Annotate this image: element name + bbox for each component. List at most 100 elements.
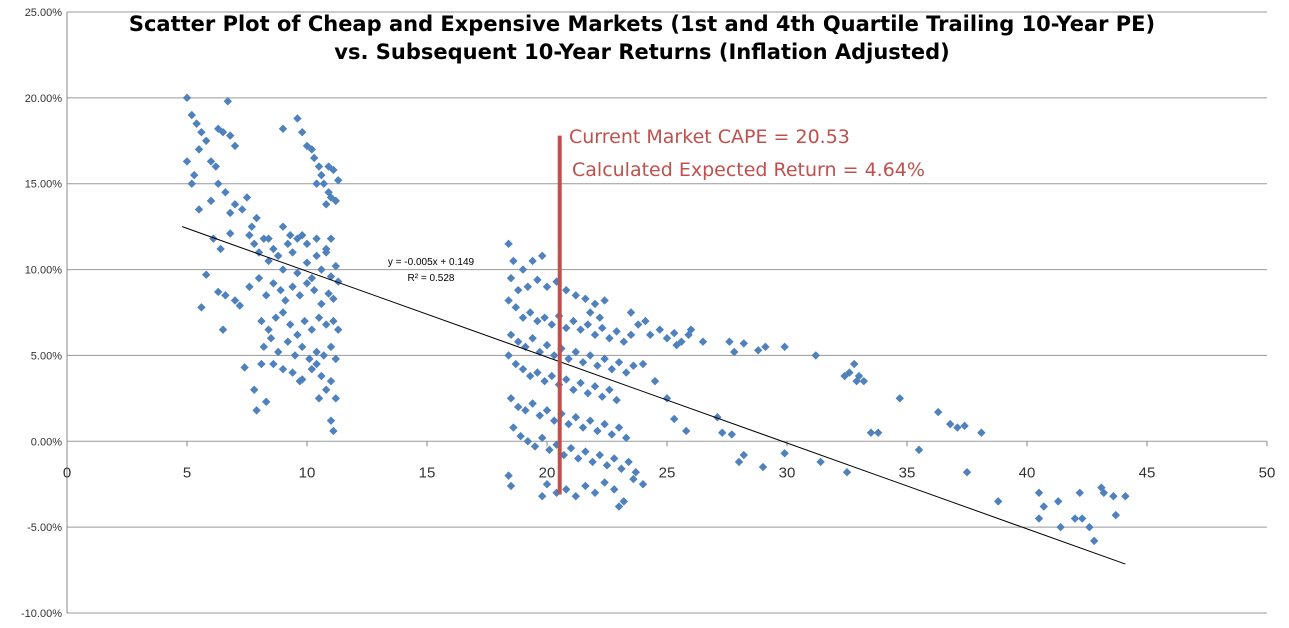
- data-point: [262, 397, 271, 406]
- data-point: [754, 346, 763, 355]
- data-point: [677, 337, 686, 346]
- data-point: [305, 354, 314, 364]
- data-point: [322, 244, 331, 254]
- y-tick-label: -10.00%: [21, 608, 62, 620]
- data-point: [286, 231, 295, 240]
- data-point: [202, 270, 211, 279]
- data-point: [211, 162, 220, 171]
- data-point: [518, 265, 528, 274]
- data-point: [590, 299, 600, 309]
- data-point: [552, 277, 561, 286]
- data-point: [528, 399, 537, 408]
- data-point: [518, 364, 528, 374]
- data-point: [326, 193, 336, 202]
- data-point: [914, 445, 924, 455]
- data-point: [1109, 492, 1118, 501]
- data-point: [850, 359, 859, 369]
- data-point: [329, 294, 338, 303]
- chart-title-line2: vs. Subsequent 10-Year Returns (Inflatio…: [334, 40, 949, 64]
- data-point: [593, 361, 602, 370]
- data-point: [319, 351, 328, 360]
- data-point: [312, 251, 321, 261]
- data-point: [646, 330, 655, 340]
- data-point: [262, 291, 271, 300]
- data-point: [595, 450, 604, 460]
- data-point: [670, 414, 679, 424]
- data-point: [581, 294, 590, 303]
- data-point: [574, 454, 583, 463]
- data-point: [226, 229, 235, 238]
- data-point: [542, 480, 552, 489]
- data-point: [326, 376, 336, 386]
- data-point: [295, 291, 304, 300]
- data-point: [946, 419, 955, 429]
- data-point: [504, 471, 513, 480]
- data-point: [278, 124, 288, 133]
- data-point: [276, 285, 285, 295]
- data-point: [252, 406, 261, 415]
- data-point: [629, 474, 638, 484]
- data-point: [816, 457, 825, 467]
- data-point: [194, 205, 204, 214]
- data-point: [293, 234, 302, 243]
- data-point: [187, 110, 196, 120]
- data-point: [682, 426, 691, 436]
- data-point: [197, 128, 206, 137]
- data-point: [266, 334, 276, 343]
- data-point: [326, 234, 336, 243]
- data-point: [550, 351, 559, 360]
- data-point: [259, 234, 268, 243]
- data-point: [614, 358, 624, 367]
- data-point: [739, 450, 748, 460]
- x-tick-label: 5: [183, 464, 191, 481]
- data-point: [1075, 488, 1084, 497]
- data-point: [533, 316, 542, 326]
- data-point: [288, 368, 297, 377]
- data-point: [538, 251, 547, 261]
- data-point: [514, 402, 523, 412]
- data-point: [274, 251, 283, 261]
- data-point: [934, 407, 943, 417]
- data-point: [1056, 522, 1065, 532]
- data-point: [322, 320, 331, 329]
- data-point: [761, 342, 770, 352]
- data-point: [235, 301, 244, 310]
- data-point: [583, 389, 592, 398]
- data-point: [583, 320, 592, 329]
- data-point: [535, 347, 544, 357]
- data-point: [312, 234, 321, 243]
- x-tick-label: 0: [63, 464, 71, 481]
- data-point: [578, 423, 588, 432]
- data-point: [245, 282, 254, 291]
- data-point: [684, 330, 693, 340]
- data-point: [638, 359, 648, 369]
- data-point: [506, 394, 516, 403]
- data-point: [230, 141, 240, 151]
- data-point: [535, 411, 544, 420]
- data-point: [727, 430, 736, 439]
- data-point: [994, 497, 1003, 506]
- data-point: [612, 327, 621, 336]
- data-point: [600, 296, 609, 305]
- data-point: [314, 394, 324, 403]
- data-point: [578, 358, 588, 367]
- data-point: [226, 131, 235, 140]
- data-point: [521, 342, 530, 352]
- data-point: [326, 272, 336, 281]
- data-point: [569, 385, 578, 394]
- data-point: [286, 320, 295, 329]
- data-point: [571, 413, 580, 422]
- data-point: [307, 145, 316, 154]
- data-point: [780, 342, 789, 352]
- data-point: [662, 334, 672, 343]
- expected-return-annotation: Calculated Expected Return = 4.64%: [572, 159, 925, 181]
- y-tick-label: 5.00%: [31, 350, 62, 362]
- data-point: [576, 378, 585, 388]
- data-point: [854, 371, 864, 381]
- data-point: [698, 337, 708, 346]
- data-point: [739, 339, 748, 348]
- data-point: [564, 419, 573, 429]
- data-point: [562, 375, 571, 384]
- data-point: [214, 179, 223, 188]
- data-point: [329, 316, 338, 326]
